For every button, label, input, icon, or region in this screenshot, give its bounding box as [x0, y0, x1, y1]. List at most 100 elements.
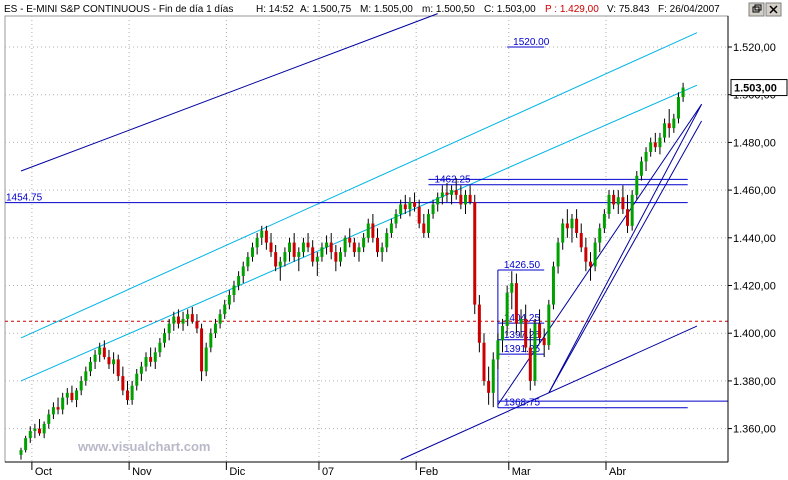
candle-up [663, 123, 667, 138]
candles [19, 82, 685, 460]
y-tick-label: 1.520,00 [733, 42, 776, 54]
candle-up [644, 151, 648, 162]
candle-down [514, 283, 518, 324]
candle-up [61, 397, 65, 410]
candle-up [533, 323, 537, 381]
header-high: M: 1.505,00 [360, 4, 413, 15]
candle-up [672, 118, 676, 129]
candle-up [408, 202, 412, 210]
candle-up [551, 266, 555, 305]
x-tick-label: Feb [419, 466, 438, 478]
candle-down [121, 376, 125, 391]
candle-up [93, 354, 97, 362]
candle-up [283, 252, 287, 262]
x-tick-label: Oct [35, 466, 52, 478]
candle-up [450, 190, 454, 195]
candle-up [616, 197, 620, 205]
trendline [497, 103, 703, 406]
candle-down [102, 347, 106, 358]
candle-down [269, 242, 273, 253]
candle-down [422, 223, 426, 234]
trendline [548, 120, 703, 394]
trendlines [20, 13, 703, 461]
candle-up [79, 380, 83, 391]
candle-down [538, 323, 542, 338]
candle-up [491, 359, 495, 393]
candle-up [255, 237, 259, 248]
candle-up [463, 194, 467, 205]
candle-down [274, 252, 278, 267]
candle-down [667, 123, 671, 129]
y-axis-ticks: 1.360,00 1.380,00 1.400,00 1.420,00 1.440,00… [728, 42, 776, 436]
candle-up [338, 252, 342, 262]
chart-header: ES - E-MINI S&P CONTINUOUS - Fin de día … [4, 4, 720, 15]
candle-up [218, 314, 222, 324]
candle-down [468, 194, 472, 203]
candle-down [38, 428, 42, 434]
candle-down [473, 202, 477, 305]
y-tick-label: 1.460,00 [733, 185, 776, 197]
level-label: 1368.75 [504, 398, 541, 409]
candle-up [570, 218, 574, 229]
candle-up [510, 283, 514, 293]
header-prev: P : 1.429,00 [545, 4, 599, 15]
candle-down [445, 192, 449, 195]
level-label: 1391.25 [504, 344, 541, 355]
candle-down [565, 223, 569, 229]
candle-up [366, 223, 370, 238]
candle-up [607, 194, 611, 214]
level-label: 1397.25 [504, 330, 541, 341]
candle-down [264, 230, 268, 243]
x-tick-label: Abr [609, 466, 626, 478]
window-close-icon [769, 5, 778, 14]
window-restore-button[interactable] [748, 2, 765, 17]
candle-up [232, 285, 236, 296]
candle-up [505, 292, 509, 327]
candle-down [125, 390, 129, 400]
candle-up [380, 247, 384, 253]
candle-down [176, 316, 180, 324]
candle-up [431, 204, 435, 214]
candle-up [139, 366, 143, 374]
candle-up [237, 275, 241, 286]
candle-down [653, 142, 657, 148]
level-label: 1462.25 [434, 175, 471, 186]
candle-up [630, 194, 634, 226]
candle-down [579, 233, 583, 248]
window-close-button[interactable] [765, 2, 782, 17]
candle-down [487, 380, 491, 393]
header-low: m: 1.500,50 [422, 4, 475, 15]
candle-up [163, 333, 167, 343]
candle-up [288, 242, 292, 253]
candle-up [167, 323, 171, 334]
candle-down [56, 407, 60, 410]
candle-up [65, 392, 69, 398]
header-open: A: 1.500,75 [300, 4, 352, 15]
candle-up [158, 342, 162, 353]
candle-down [70, 392, 74, 400]
candle-up [602, 213, 606, 229]
candle-up [227, 295, 231, 305]
level-label: 1454.75 [6, 193, 43, 204]
trendline [20, 13, 438, 172]
x-tick-label: Nov [132, 466, 152, 478]
candle-down [459, 194, 463, 205]
header-date: F: 26/04/2007 [658, 4, 720, 15]
candle-up [389, 223, 393, 234]
candle-up [639, 161, 643, 176]
candle-up [394, 213, 398, 224]
candle-up [88, 361, 92, 372]
grid [5, 16, 728, 462]
candle-down [348, 237, 352, 243]
candle-up [301, 242, 305, 253]
candle-up [223, 304, 227, 315]
candle-up [556, 242, 560, 267]
candle-down [584, 247, 588, 262]
candle-down [116, 359, 120, 377]
candle-down [195, 321, 199, 329]
candle-up [33, 428, 37, 431]
candle-up [204, 347, 208, 372]
price-levels: 1520.00 1462.25 1454.75 1426.50 1404.25 1397.… [5, 37, 728, 409]
x-axis-ticks: Oct Nov Dic 07 Feb Mar Abr [31, 462, 626, 478]
